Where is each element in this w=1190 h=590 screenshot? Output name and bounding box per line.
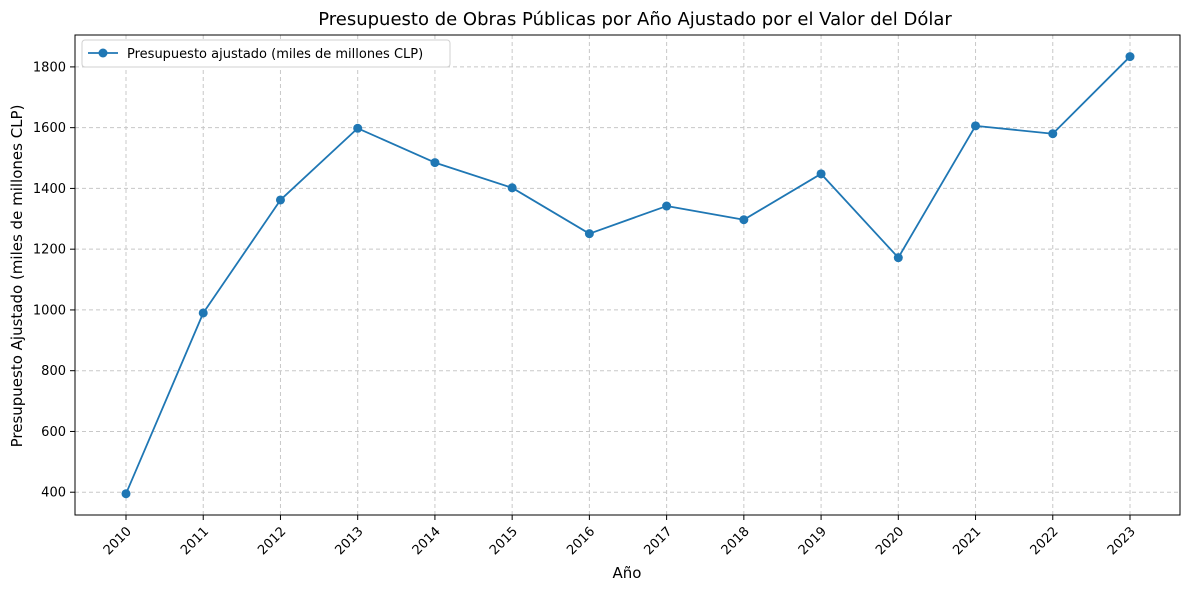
x-tick-label: 2014 [410, 524, 444, 558]
data-point [662, 201, 672, 211]
y-tick-label: 800 [41, 364, 66, 379]
y-axis-label: Presupuesto Ajustado (miles de millones … [8, 105, 26, 448]
legend-box [81, 39, 451, 68]
x-tick-label: 2016 [564, 524, 598, 558]
data-point [816, 169, 826, 179]
x-tick-label: 2020 [873, 524, 907, 558]
y-tick-label: 400 [41, 486, 66, 501]
data-point [893, 253, 903, 263]
data-point [198, 308, 208, 318]
x-tick-label: 2023 [1105, 524, 1139, 558]
chart-title: Presupuesto de Obras Públicas por Año Aj… [318, 9, 952, 30]
y-tick-label: 600 [41, 425, 66, 440]
x-tick-label: 2018 [719, 524, 753, 558]
y-tick-label: 1000 [33, 303, 66, 318]
x-axis-label: Año [613, 564, 642, 582]
x-tick-label: 2022 [1028, 524, 1062, 558]
data-point [353, 123, 363, 133]
data-point [584, 229, 594, 239]
x-tick-label: 2013 [333, 524, 367, 558]
legend: Presupuesto ajustado (miles de millones … [81, 39, 451, 68]
x-tick-label: 2021 [950, 524, 984, 558]
data-point [971, 121, 981, 131]
y-tick-label: 1600 [33, 121, 66, 136]
x-tick-label: 2015 [487, 524, 521, 558]
x-tick-label: 2010 [101, 524, 135, 558]
data-point [430, 158, 440, 168]
data-point [275, 195, 285, 205]
y-axis: 400 600 800 1000 1200 1400 1600 1800 [33, 60, 75, 501]
legend-label: Presupuesto ajustado (miles de millones … [127, 47, 423, 62]
grid [75, 35, 1180, 515]
data-point [507, 183, 517, 193]
y-tick-label: 1800 [33, 60, 66, 75]
data-point [1048, 129, 1058, 139]
y-tick-label: 1200 [33, 243, 66, 258]
series-layer [121, 52, 1135, 499]
data-point [739, 215, 749, 225]
x-tick-label: 2017 [641, 524, 675, 558]
x-tick-label: 2011 [178, 524, 212, 558]
legend-marker-swatch [98, 48, 108, 58]
x-axis: 2010 2011 2012 2013 2014 2015 2016 2017 2018 2019… [101, 515, 1139, 558]
y-tick-label: 1400 [33, 182, 66, 197]
plot-frame [74, 34, 1181, 516]
series-line [125, 55, 1131, 495]
data-point [1125, 52, 1135, 62]
x-tick-label: 2012 [255, 524, 289, 558]
x-tick-label: 2019 [796, 524, 830, 558]
data-point [121, 489, 131, 499]
